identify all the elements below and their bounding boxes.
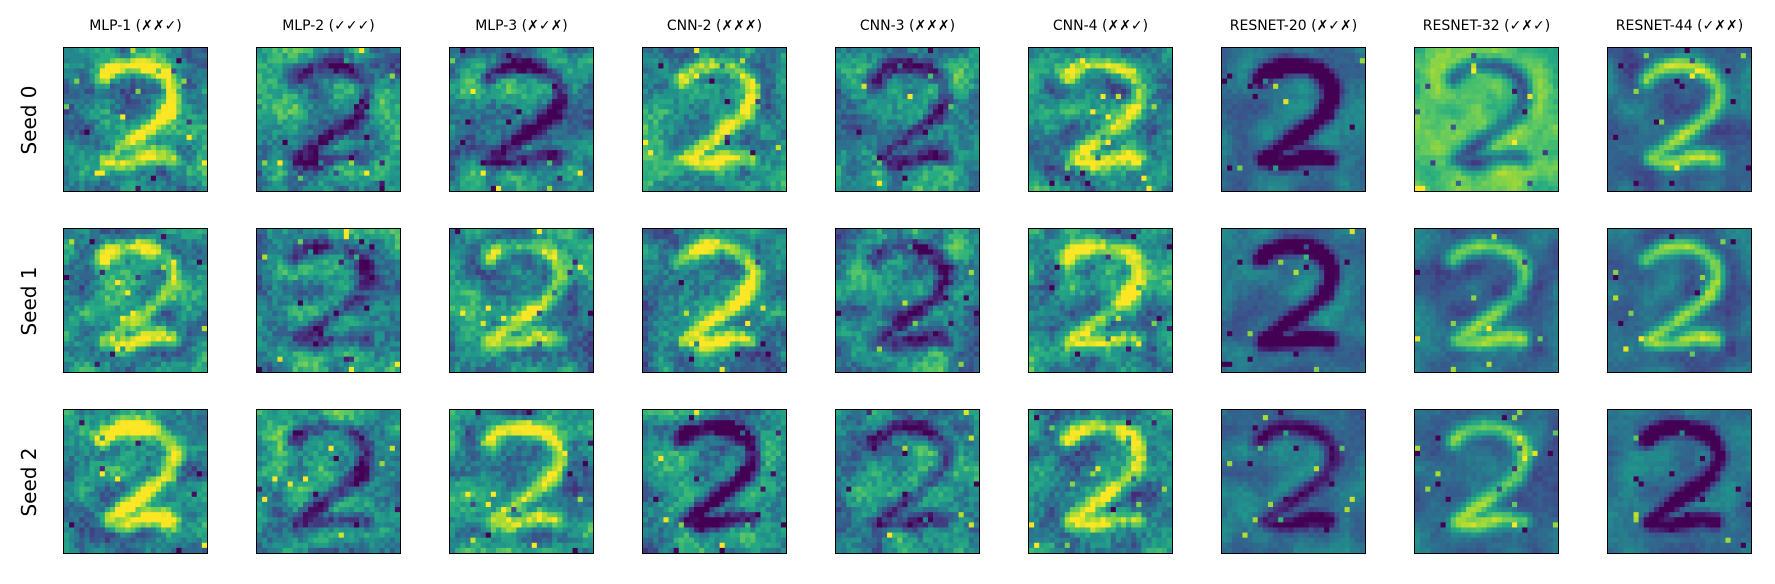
heatmap-cells [836, 229, 979, 372]
heatmap-panel [63, 228, 208, 373]
heatmap-image [1029, 410, 1172, 553]
heatmap-cells [450, 48, 593, 191]
heatmap-cells [257, 410, 400, 553]
heatmap-panel [1028, 47, 1173, 192]
heatmap-panel [63, 47, 208, 192]
heatmap-image [643, 229, 786, 372]
heatmap-cells [1608, 410, 1751, 553]
heatmap-panel [835, 409, 980, 554]
heatmap-cells [450, 229, 593, 372]
row-label: Seed 2 [17, 382, 41, 582]
heatmap-cells [1222, 229, 1365, 372]
heatmap-cells [257, 48, 400, 191]
heatmap-cells [643, 48, 786, 191]
heatmap-panel [256, 47, 401, 192]
heatmap-panel [1607, 409, 1752, 554]
column-title: CNN-3 (✗✗✗) [808, 18, 1008, 34]
heatmap-image [257, 229, 400, 372]
heatmap-image [1029, 48, 1172, 191]
heatmap-image [64, 229, 207, 372]
column-title: CNN-2 (✗✗✗) [615, 18, 815, 34]
heatmap-image [836, 410, 979, 553]
heatmap-image [1608, 410, 1751, 553]
heatmap-panel [1607, 228, 1752, 373]
heatmap-image [450, 229, 593, 372]
heatmap-cells [450, 410, 593, 553]
heatmap-image [1608, 229, 1751, 372]
heatmap-cells [1415, 229, 1558, 372]
heatmap-image [450, 410, 593, 553]
heatmap-cells [643, 229, 786, 372]
heatmap-cells [257, 229, 400, 372]
heatmap-panel [256, 409, 401, 554]
heatmap-image [1415, 48, 1558, 191]
heatmap-panel [449, 228, 594, 373]
heatmap-panel [449, 409, 594, 554]
heatmap-panel [1414, 409, 1559, 554]
heatmap-cells [836, 48, 979, 191]
heatmap-panel [256, 228, 401, 373]
column-title: MLP-2 (✓✓✓) [229, 18, 429, 34]
heatmap-image [1029, 229, 1172, 372]
column-title: MLP-3 (✗✓✗) [422, 18, 622, 34]
heatmap-image [1415, 229, 1558, 372]
heatmap-panel [1414, 47, 1559, 192]
heatmap-image [1415, 410, 1558, 553]
heatmap-panel [1221, 409, 1366, 554]
heatmap-cells [1608, 48, 1751, 191]
heatmap-image [1222, 410, 1365, 553]
heatmap-cells [1029, 48, 1172, 191]
heatmap-cells [1608, 229, 1751, 372]
heatmap-panel [1221, 47, 1366, 192]
heatmap-image [643, 48, 786, 191]
heatmap-image [643, 410, 786, 553]
heatmap-panel [63, 409, 208, 554]
heatmap-panel [1028, 409, 1173, 554]
row-label: Seed 0 [17, 20, 41, 220]
heatmap-image [257, 48, 400, 191]
heatmap-cells [1415, 48, 1558, 191]
column-title: RESNET-32 (✓✗✓) [1387, 18, 1587, 34]
heatmap-panel [1028, 228, 1173, 373]
heatmap-cells [1222, 410, 1365, 553]
column-title: RESNET-44 (✓✗✗) [1580, 18, 1775, 34]
heatmap-cells [836, 410, 979, 553]
column-title: CNN-4 (✗✗✓) [1001, 18, 1201, 34]
heatmap-panel [835, 228, 980, 373]
heatmap-panel [835, 47, 980, 192]
heatmap-panel [1607, 47, 1752, 192]
heatmap-panel [642, 409, 787, 554]
heatmap-panel [1221, 228, 1366, 373]
column-title: RESNET-20 (✗✓✗) [1194, 18, 1394, 34]
heatmap-image [257, 410, 400, 553]
heatmap-panel [449, 47, 594, 192]
heatmap-image [64, 48, 207, 191]
heatmap-cells [1222, 48, 1365, 191]
heatmap-image [836, 48, 979, 191]
heatmap-panel [642, 47, 787, 192]
heatmap-cells [1415, 410, 1558, 553]
heatmap-cells [64, 410, 207, 553]
heatmap-image [64, 410, 207, 553]
heatmap-cells [64, 48, 207, 191]
heatmap-panel [642, 228, 787, 373]
heatmap-image [1222, 229, 1365, 372]
heatmap-cells [1029, 410, 1172, 553]
heatmap-image [1608, 48, 1751, 191]
heatmap-cells [64, 229, 207, 372]
heatmap-cells [1029, 229, 1172, 372]
heatmap-image [450, 48, 593, 191]
heatmap-panel [1414, 228, 1559, 373]
row-label: Seed 1 [17, 201, 41, 401]
heatmap-image [836, 229, 979, 372]
heatmap-cells [643, 410, 786, 553]
heatmap-image [1222, 48, 1365, 191]
column-title: MLP-1 (✗✗✓) [36, 18, 236, 34]
